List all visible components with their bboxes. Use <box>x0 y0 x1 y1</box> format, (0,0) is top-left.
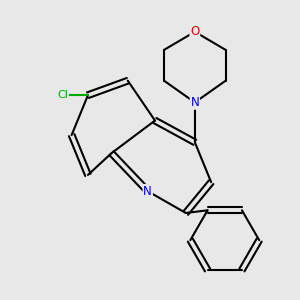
Text: N: N <box>143 185 152 198</box>
Text: O: O <box>190 25 200 38</box>
Text: N: N <box>190 96 199 109</box>
Text: Cl: Cl <box>57 90 68 100</box>
